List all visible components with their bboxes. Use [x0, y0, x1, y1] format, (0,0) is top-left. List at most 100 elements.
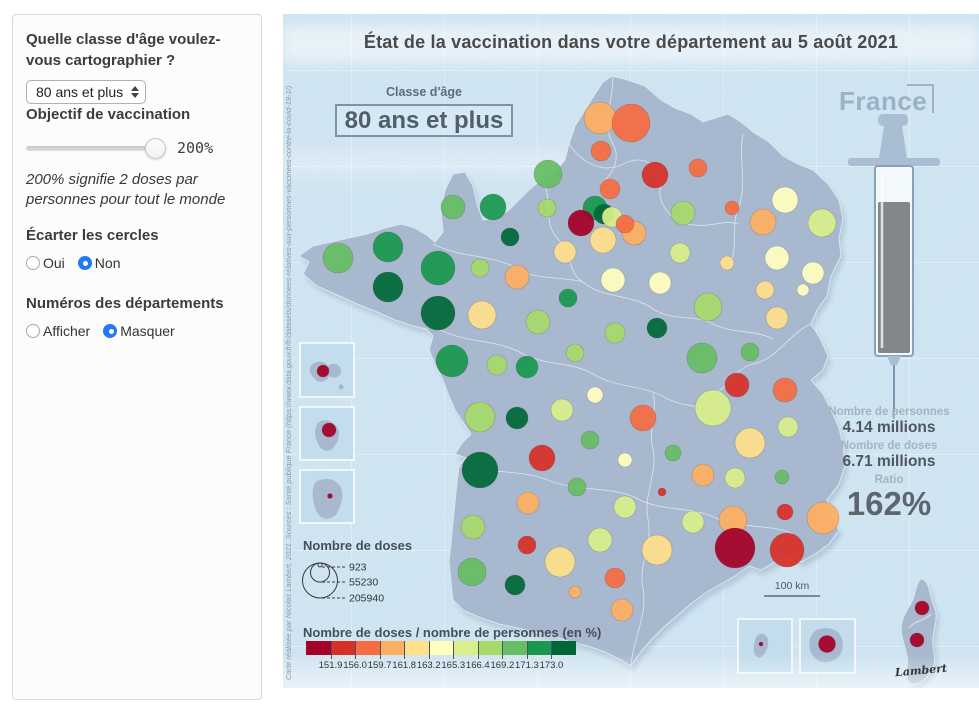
department-circle[interactable] [461, 451, 499, 489]
department-circle[interactable] [420, 250, 456, 286]
department-circle[interactable] [567, 209, 595, 237]
department-circle[interactable] [670, 200, 696, 226]
overseas-department-circle[interactable] [327, 493, 333, 499]
department-circle[interactable] [565, 343, 585, 363]
department-circle[interactable] [589, 226, 617, 254]
department-circle[interactable] [686, 342, 718, 374]
radio-option-non[interactable]: Non [77, 255, 120, 271]
department-circle[interactable] [664, 444, 682, 462]
department-circle[interactable] [714, 527, 756, 569]
department-circle[interactable] [586, 386, 604, 404]
department-circle[interactable] [470, 258, 490, 278]
department-circle[interactable] [772, 377, 798, 403]
department-circle[interactable] [749, 208, 777, 236]
department-circle[interactable] [500, 227, 520, 247]
department-circle[interactable] [629, 404, 657, 432]
department-circle[interactable] [657, 487, 667, 497]
department-circle[interactable] [486, 354, 508, 376]
department-circle[interactable] [372, 271, 404, 303]
objective-slider-track[interactable] [26, 137, 166, 159]
department-circle[interactable] [611, 103, 651, 143]
age-class-select[interactable]: 80 ans et plus [26, 80, 146, 104]
department-circle[interactable] [755, 280, 775, 300]
department-circle[interactable] [590, 140, 612, 162]
department-circle[interactable] [580, 430, 600, 450]
radio-unselected-icon[interactable] [26, 256, 40, 270]
department-circle[interactable] [776, 503, 794, 521]
department-circle[interactable] [796, 283, 810, 297]
objective-slider-thumb[interactable] [145, 137, 166, 159]
department-circle[interactable] [435, 344, 469, 378]
department-circle[interactable] [544, 546, 576, 578]
department-circle[interactable] [372, 231, 404, 263]
department-circle[interactable] [765, 306, 789, 330]
department-circle[interactable] [599, 178, 621, 200]
department-circle[interactable] [615, 214, 635, 234]
department-circle[interactable] [420, 295, 456, 331]
department-circle[interactable] [693, 292, 723, 322]
department-circle[interactable] [724, 200, 740, 216]
department-circle[interactable] [688, 158, 708, 178]
department-circle[interactable] [525, 309, 551, 335]
department-circle[interactable] [533, 159, 563, 189]
department-circle[interactable] [734, 427, 766, 459]
department-circle[interactable] [440, 194, 466, 220]
department-circle[interactable] [909, 632, 925, 648]
department-circle[interactable] [457, 557, 487, 587]
department-circle[interactable] [613, 495, 637, 519]
department-circle[interactable] [648, 271, 672, 295]
department-circle[interactable] [914, 600, 930, 616]
department-circle[interactable] [801, 261, 825, 285]
overseas-department-circle[interactable] [316, 364, 330, 378]
department-circle[interactable] [774, 469, 790, 485]
department-circle[interactable] [528, 444, 556, 472]
department-circle[interactable] [505, 406, 529, 430]
department-circle[interactable] [587, 527, 613, 553]
department-circle[interactable] [600, 267, 626, 293]
department-circle[interactable] [517, 535, 537, 555]
department-circle[interactable] [769, 532, 805, 568]
department-circle[interactable] [604, 322, 626, 344]
radio-option-oui[interactable]: Oui [26, 255, 65, 271]
department-circle[interactable] [724, 467, 746, 489]
radio-unselected-icon[interactable] [26, 324, 40, 338]
department-circle[interactable] [764, 245, 790, 271]
overseas-department-circle[interactable] [758, 641, 764, 647]
department-circle[interactable] [719, 255, 735, 271]
department-circle[interactable] [807, 208, 837, 238]
department-circle[interactable] [691, 463, 715, 487]
department-circle[interactable] [322, 242, 354, 274]
department-circle[interactable] [568, 585, 582, 599]
department-circle[interactable] [504, 264, 530, 290]
department-circle[interactable] [504, 574, 526, 596]
overseas-department-circle[interactable] [321, 422, 337, 438]
radio-option-masquer[interactable]: Masquer [103, 323, 175, 339]
department-circle[interactable] [669, 242, 691, 264]
department-circle[interactable] [464, 401, 496, 433]
department-circle[interactable] [641, 534, 673, 566]
department-circle[interactable] [641, 161, 669, 189]
department-circle[interactable] [460, 514, 486, 540]
department-circle[interactable] [604, 567, 626, 589]
department-circle[interactable] [610, 598, 634, 622]
department-circle[interactable] [550, 398, 574, 422]
department-circle[interactable] [806, 501, 840, 535]
radio-option-afficher[interactable]: Afficher [26, 323, 90, 339]
department-circle[interactable] [553, 240, 577, 264]
department-circle[interactable] [516, 491, 540, 515]
department-circle[interactable] [740, 342, 760, 362]
overseas-department-circle[interactable] [818, 635, 836, 653]
department-circle[interactable] [681, 510, 705, 534]
department-circle[interactable] [777, 416, 799, 438]
department-circle[interactable] [515, 355, 539, 379]
department-circle[interactable] [694, 389, 732, 427]
department-circle[interactable] [724, 372, 750, 398]
department-circle[interactable] [617, 452, 633, 468]
radio-selected-icon[interactable] [77, 256, 92, 270]
department-circle[interactable] [537, 198, 557, 218]
department-circle[interactable] [567, 477, 587, 497]
department-circle[interactable] [479, 193, 507, 221]
department-circle[interactable] [467, 300, 497, 330]
radio-selected-icon[interactable] [103, 324, 118, 338]
department-circle[interactable] [771, 186, 799, 214]
